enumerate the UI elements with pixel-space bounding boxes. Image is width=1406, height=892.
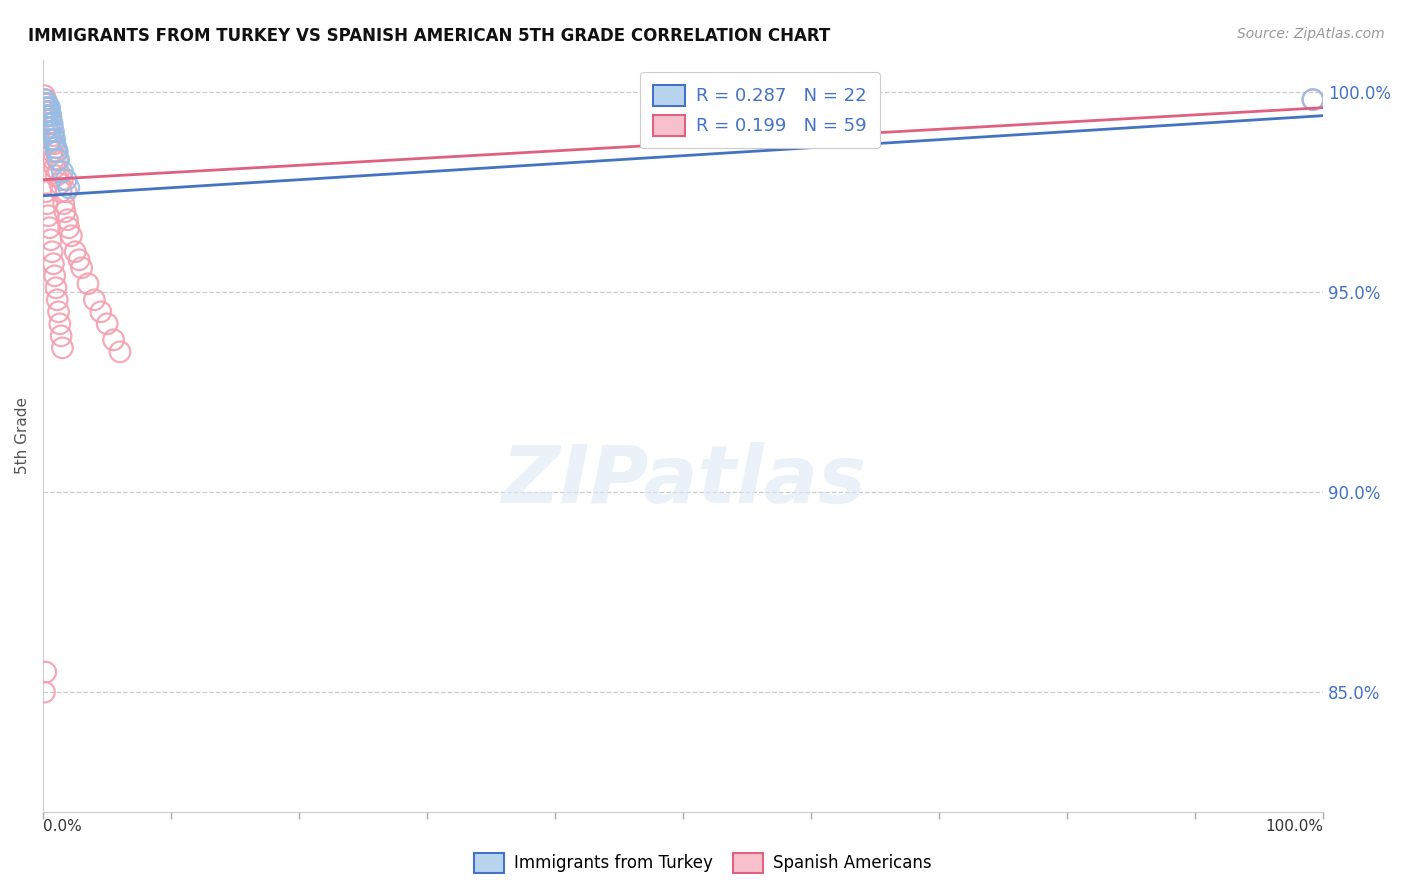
- Point: [67, 252, 90, 267]
- Point: [103, 333, 125, 347]
- Point: [35, 120, 58, 135]
- Point: [70, 260, 93, 275]
- Point: [1302, 93, 1324, 107]
- Point: [52, 196, 75, 211]
- Point: [45, 141, 67, 155]
- Point: [1302, 93, 1324, 107]
- Point: [34, 93, 56, 107]
- Point: [42, 128, 65, 143]
- Point: [35, 185, 58, 199]
- Point: [45, 145, 67, 159]
- Point: [51, 164, 73, 178]
- Point: [90, 305, 112, 319]
- Text: 100.0%: 100.0%: [1265, 819, 1323, 834]
- Point: [37, 209, 59, 223]
- Point: [37, 104, 59, 119]
- Point: [35, 665, 58, 679]
- Point: [108, 344, 131, 359]
- Point: [51, 172, 73, 186]
- Point: [42, 125, 65, 139]
- Point: [41, 120, 63, 135]
- Point: [45, 281, 67, 295]
- Point: [39, 112, 62, 127]
- Point: [60, 228, 83, 243]
- Point: [48, 153, 70, 167]
- Point: [38, 104, 60, 119]
- Point: [38, 101, 60, 115]
- Point: [38, 125, 60, 139]
- Point: [35, 96, 58, 111]
- Point: [39, 133, 62, 147]
- Y-axis label: 5th Grade: 5th Grade: [15, 398, 30, 475]
- Point: [44, 136, 66, 151]
- Point: [39, 109, 62, 123]
- Point: [56, 212, 79, 227]
- Point: [45, 169, 67, 183]
- Point: [58, 220, 80, 235]
- Point: [63, 244, 86, 259]
- Point: [48, 164, 70, 178]
- Point: [38, 125, 60, 139]
- Point: [35, 96, 58, 111]
- Text: 0.0%: 0.0%: [44, 819, 82, 834]
- Text: ZIPatlas: ZIPatlas: [501, 442, 866, 520]
- Point: [34, 685, 56, 699]
- Text: Source: ZipAtlas.com: Source: ZipAtlas.com: [1237, 27, 1385, 41]
- Point: [39, 133, 62, 147]
- Point: [49, 328, 72, 343]
- Point: [77, 277, 100, 291]
- Point: [35, 109, 58, 123]
- Point: [34, 88, 56, 103]
- Point: [41, 145, 63, 159]
- Point: [46, 145, 69, 159]
- Point: [44, 133, 66, 147]
- Point: [83, 293, 105, 307]
- Point: [38, 136, 60, 151]
- Point: [96, 317, 118, 331]
- Point: [37, 101, 59, 115]
- Point: [49, 317, 72, 331]
- Point: [55, 185, 77, 199]
- Point: [37, 117, 59, 131]
- Point: [49, 185, 72, 199]
- Point: [35, 93, 58, 107]
- Point: [44, 161, 66, 175]
- Point: [35, 104, 58, 119]
- Point: [51, 341, 73, 355]
- Point: [42, 153, 65, 167]
- Point: [35, 101, 58, 115]
- Point: [35, 109, 58, 123]
- Point: [46, 293, 69, 307]
- Point: [37, 120, 59, 135]
- Legend: Immigrants from Turkey, Spanish Americans: Immigrants from Turkey, Spanish American…: [468, 847, 938, 880]
- Point: [793, 125, 815, 139]
- Point: [35, 196, 58, 211]
- Point: [58, 180, 80, 194]
- Point: [39, 233, 62, 247]
- Legend: R = 0.287   N = 22, R = 0.199   N = 59: R = 0.287 N = 22, R = 0.199 N = 59: [640, 72, 880, 148]
- Point: [42, 257, 65, 271]
- Point: [44, 268, 66, 283]
- Point: [46, 153, 69, 167]
- Point: [41, 244, 63, 259]
- Point: [38, 220, 60, 235]
- Point: [53, 204, 76, 219]
- Point: [41, 117, 63, 131]
- Point: [49, 177, 72, 191]
- Point: [55, 172, 77, 186]
- Point: [34, 96, 56, 111]
- Text: IMMIGRANTS FROM TURKEY VS SPANISH AMERICAN 5TH GRADE CORRELATION CHART: IMMIGRANTS FROM TURKEY VS SPANISH AMERIC…: [28, 27, 831, 45]
- Point: [48, 305, 70, 319]
- Point: [35, 112, 58, 127]
